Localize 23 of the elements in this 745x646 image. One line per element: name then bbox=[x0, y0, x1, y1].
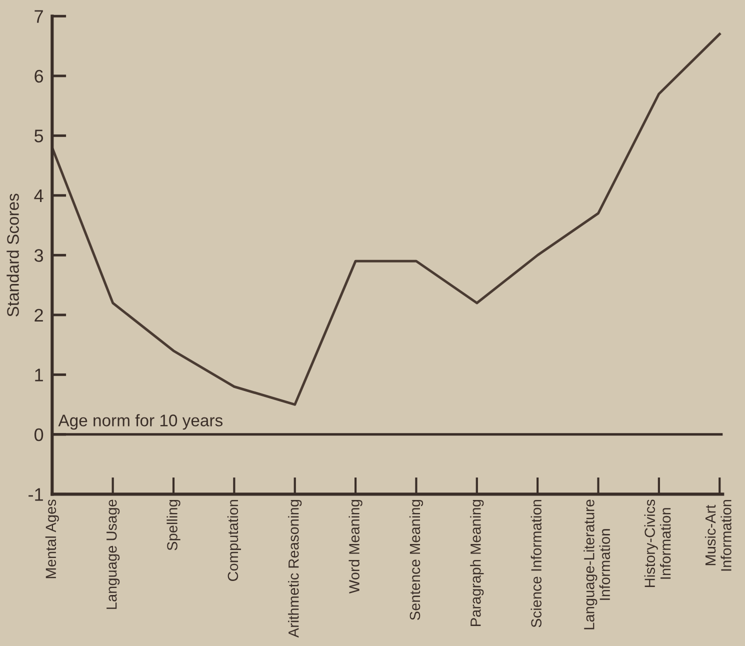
y-tick-label: 2 bbox=[34, 308, 43, 322]
x-tick-label: Word Meaning bbox=[348, 500, 362, 594]
y-tick-label: 5 bbox=[34, 130, 44, 142]
x-tick-label: Music-Art Information bbox=[704, 500, 732, 571]
y-tick-label: 4 bbox=[34, 190, 44, 202]
x-tick-label: Mental Ages bbox=[45, 500, 59, 578]
x-tick-label: Sentence Meaning bbox=[409, 500, 424, 620]
y-tick-label: 3 bbox=[34, 249, 44, 262]
x-tick-label: Language-Literature Information bbox=[584, 500, 610, 630]
x-tick-label: Arithmetic Reasoning bbox=[288, 500, 302, 638]
y-axis-title: Standard Scores bbox=[6, 194, 19, 316]
x-tick-label: Paragraph Meaning bbox=[470, 500, 484, 626]
x-tick-label: Language Usage bbox=[106, 500, 120, 609]
y-tick-label: 0 bbox=[34, 428, 44, 442]
y-tick-label: 1 bbox=[35, 368, 43, 382]
x-tick-label: Spelling bbox=[166, 500, 180, 550]
y-tick-label: 6 bbox=[34, 70, 44, 83]
x-tick-label: History-Civics Information bbox=[644, 500, 671, 587]
y-tick-label: -1 bbox=[28, 488, 43, 501]
y-tick-label: 7 bbox=[34, 10, 43, 23]
ref-line-label: Age norm for 10 years bbox=[58, 414, 223, 430]
x-tick-label: Computation bbox=[227, 500, 241, 581]
x-tick-label: Science Information bbox=[530, 500, 542, 628]
